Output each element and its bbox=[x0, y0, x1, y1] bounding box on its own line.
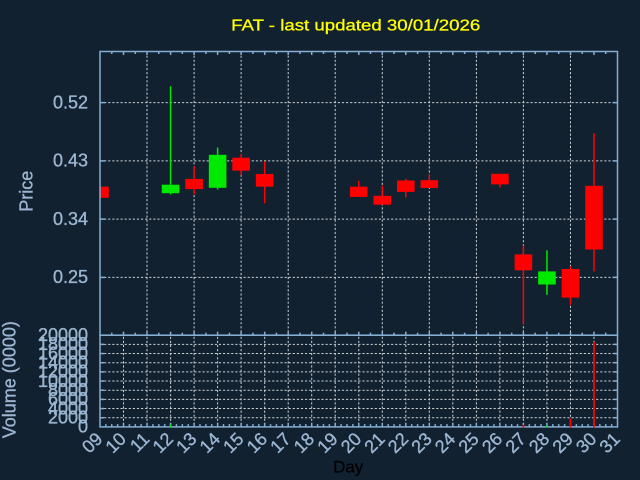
svg-text:0.52: 0.52 bbox=[53, 92, 88, 112]
svg-text:20000: 20000 bbox=[38, 325, 88, 345]
svg-text:12000: 12000 bbox=[38, 362, 88, 382]
svg-text:6000: 6000 bbox=[48, 389, 88, 409]
svg-text:14000: 14000 bbox=[38, 353, 88, 373]
svg-text:18000: 18000 bbox=[38, 334, 88, 354]
svg-text:FAT - last updated 30/01/2026: FAT - last updated 30/01/2026 bbox=[231, 18, 480, 35]
svg-text:4000: 4000 bbox=[48, 398, 88, 418]
svg-text:16000: 16000 bbox=[38, 343, 88, 363]
svg-text:10000: 10000 bbox=[38, 371, 88, 391]
svg-text:2000: 2000 bbox=[48, 408, 88, 428]
svg-text:Price: Price bbox=[17, 171, 37, 212]
svg-text:0: 0 bbox=[78, 417, 88, 437]
svg-text:8000: 8000 bbox=[48, 380, 88, 400]
svg-text:0.25: 0.25 bbox=[53, 267, 88, 287]
svg-text:0.43: 0.43 bbox=[53, 151, 88, 171]
svg-text:0.34: 0.34 bbox=[53, 209, 88, 229]
svg-text:Volume (0000): Volume (0000) bbox=[0, 321, 20, 438]
svg-text:Day: Day bbox=[333, 457, 364, 476]
